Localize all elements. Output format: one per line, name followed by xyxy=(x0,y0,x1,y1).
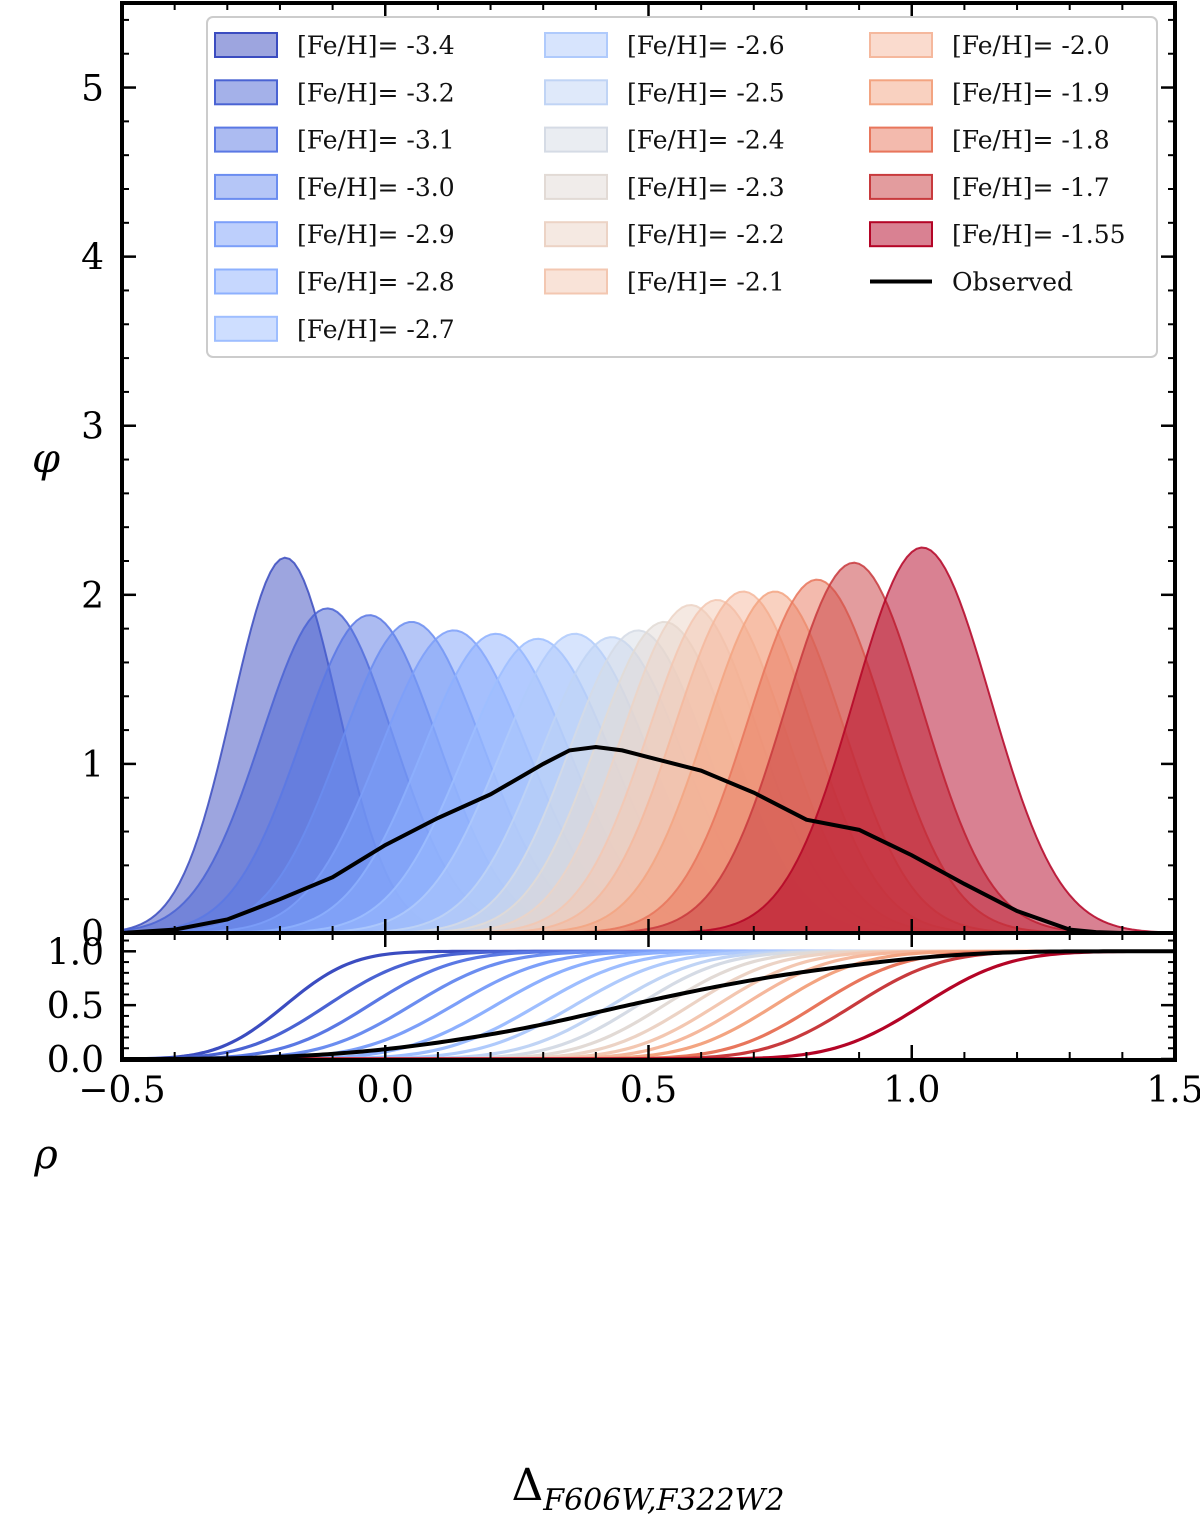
top-y-tick-label: 2 xyxy=(81,576,104,617)
legend-swatch xyxy=(544,173,608,200)
x-tick-label: 1.5 xyxy=(1146,1070,1200,1111)
bottom-panel-frame xyxy=(120,931,1177,1062)
legend-label: [Fe/H]= -2.9 xyxy=(297,220,455,249)
legend-swatch xyxy=(214,79,278,106)
legend-items: [Fe/H]= -3.4 [Fe/H]= -3.2 [Fe/H]= -3.1 [Fe/… xyxy=(214,31,1126,344)
x-tick-label: −0.5 xyxy=(78,1070,165,1111)
bottom-y-tick-label: 1.0 xyxy=(47,932,104,973)
legend-label: [Fe/H]= -2.4 xyxy=(627,126,785,155)
legend-swatch xyxy=(214,173,278,200)
legend-swatch xyxy=(214,32,278,58)
legend-swatch xyxy=(544,268,608,295)
legend-label: [Fe/H]= -3.1 xyxy=(297,126,455,155)
legend-label: [Fe/H]= -2.8 xyxy=(297,268,455,297)
legend-label: [Fe/H]= -2.6 xyxy=(627,31,785,60)
bottom-y-tick-label: 0.5 xyxy=(47,986,104,1027)
x-tick-label: 0.5 xyxy=(620,1070,677,1111)
legend-label: [Fe/H]= -2.5 xyxy=(627,78,785,107)
top-y-tick-label: 5 xyxy=(81,69,104,110)
legend-swatch xyxy=(869,221,933,248)
legend: [Fe/H]= -3.4 [Fe/H]= -3.2 [Fe/H]= -3.1 [Fe/… xyxy=(206,16,1158,358)
legend-label: [Fe/H]= -3.4 xyxy=(297,31,455,60)
bottom-y-tick-label: 0.0 xyxy=(47,1040,104,1081)
x-tick-label: 1.0 xyxy=(883,1070,940,1111)
x-axis-label: ΔF606W,F322W2 xyxy=(512,1460,785,1518)
bottom-y-axis-label: ρ xyxy=(33,1132,58,1178)
legend-label: [Fe/H]= -2.1 xyxy=(627,268,785,297)
legend-label: [Fe/H]= -3.0 xyxy=(297,173,455,202)
legend-swatch xyxy=(214,315,278,342)
top-y-axis-label: φ xyxy=(32,436,60,482)
legend-label: [Fe/H]= -1.9 xyxy=(952,78,1110,107)
cumulative-panel: −0.5 0.0 0.5 1.0 1.50.00.51.0 ρ xyxy=(33,931,1200,1178)
legend-swatch xyxy=(869,126,933,153)
x-axis-label-main: Δ xyxy=(512,1460,544,1511)
observed-density-line xyxy=(121,744,1175,935)
legend-swatch xyxy=(214,126,278,153)
legend-label: [Fe/H]= -1.8 xyxy=(952,126,1110,155)
x-tick-label: 0.0 xyxy=(357,1070,414,1111)
legend-swatch xyxy=(544,32,608,58)
legend-label: [Fe/H]= -2.3 xyxy=(627,173,785,202)
top-y-tick-label: 3 xyxy=(81,407,104,448)
legend-swatch xyxy=(544,79,608,106)
legend-swatch xyxy=(544,221,608,248)
legend-label: [Fe/H]= -1.7 xyxy=(952,173,1110,202)
x-axis-label-subscript: F606W,F322W2 xyxy=(542,1483,784,1518)
top-y-tick-label: 1 xyxy=(81,745,104,786)
legend-label: [Fe/H]= -3.2 xyxy=(297,78,455,107)
legend-swatch xyxy=(869,32,933,58)
legend-swatch xyxy=(544,126,608,153)
legend-swatch xyxy=(869,79,933,106)
legend-label: [Fe/H]= -2.7 xyxy=(297,315,455,344)
legend-label: Observed xyxy=(952,268,1073,297)
legend-swatch xyxy=(214,268,278,295)
legend-swatch xyxy=(214,221,278,248)
bottom-panel-ticks: −0.5 0.0 0.5 1.0 1.50.00.51.0 xyxy=(47,932,1200,1111)
legend-label: [Fe/H]= -1.55 xyxy=(952,220,1126,249)
legend-label: [Fe/H]= -2.0 xyxy=(952,31,1110,60)
top-y-tick-label: 0 xyxy=(81,914,104,955)
legend-label: [Fe/H]= -2.2 xyxy=(627,220,785,249)
legend-swatch xyxy=(869,173,933,200)
observed-cumulative-line xyxy=(122,949,1175,1061)
top-y-tick-label: 4 xyxy=(81,238,104,279)
